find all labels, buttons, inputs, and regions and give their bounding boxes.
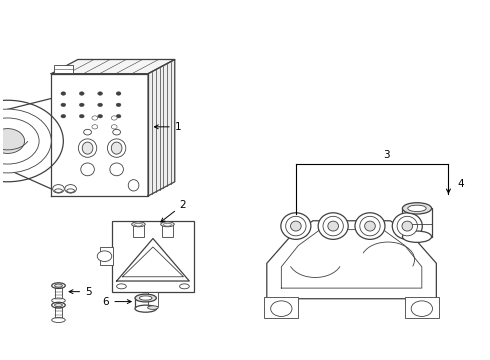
Circle shape <box>116 92 121 95</box>
Bar <box>148 292 158 306</box>
Ellipse shape <box>402 203 432 214</box>
Ellipse shape <box>52 318 65 323</box>
Bar <box>162 224 173 237</box>
Polygon shape <box>51 59 175 74</box>
Ellipse shape <box>54 303 62 307</box>
Ellipse shape <box>286 216 306 236</box>
Ellipse shape <box>147 306 158 309</box>
Circle shape <box>0 109 51 173</box>
Circle shape <box>270 301 292 316</box>
Ellipse shape <box>328 221 339 231</box>
Circle shape <box>97 251 112 261</box>
Polygon shape <box>148 59 175 196</box>
Circle shape <box>79 103 84 107</box>
Circle shape <box>111 116 117 120</box>
Ellipse shape <box>117 284 126 289</box>
Ellipse shape <box>132 222 145 227</box>
Ellipse shape <box>355 213 385 239</box>
Circle shape <box>65 185 76 193</box>
Ellipse shape <box>52 283 65 288</box>
Polygon shape <box>267 221 437 299</box>
Text: 2: 2 <box>161 200 186 222</box>
Circle shape <box>84 129 92 135</box>
Text: 4: 4 <box>457 179 464 189</box>
Circle shape <box>98 92 102 95</box>
Ellipse shape <box>82 142 93 154</box>
Bar <box>265 297 298 318</box>
Circle shape <box>53 185 64 193</box>
Ellipse shape <box>281 213 311 239</box>
Ellipse shape <box>81 163 95 176</box>
Circle shape <box>92 116 98 120</box>
Ellipse shape <box>161 222 174 227</box>
Text: 1: 1 <box>154 122 181 132</box>
Bar <box>55 285 62 301</box>
Circle shape <box>116 103 121 107</box>
Ellipse shape <box>402 231 432 242</box>
Ellipse shape <box>139 296 152 300</box>
Bar <box>135 297 156 309</box>
Circle shape <box>98 114 102 118</box>
Ellipse shape <box>164 223 171 226</box>
Ellipse shape <box>135 294 156 302</box>
Circle shape <box>0 129 24 153</box>
Bar <box>402 208 432 237</box>
Ellipse shape <box>78 139 97 157</box>
Circle shape <box>113 129 121 135</box>
Ellipse shape <box>52 298 65 303</box>
Ellipse shape <box>107 139 126 157</box>
Ellipse shape <box>135 223 142 226</box>
Ellipse shape <box>365 221 375 231</box>
Ellipse shape <box>408 205 426 212</box>
Ellipse shape <box>291 221 301 231</box>
Ellipse shape <box>180 284 189 289</box>
Circle shape <box>61 92 66 95</box>
Bar <box>53 65 73 73</box>
Circle shape <box>79 92 84 95</box>
Bar <box>99 247 113 265</box>
Text: 5: 5 <box>69 287 92 297</box>
Ellipse shape <box>323 216 343 236</box>
Ellipse shape <box>52 302 65 308</box>
Circle shape <box>92 125 98 129</box>
Ellipse shape <box>135 305 156 312</box>
Circle shape <box>116 114 121 118</box>
Circle shape <box>61 103 66 107</box>
Ellipse shape <box>128 180 139 191</box>
Ellipse shape <box>54 189 62 192</box>
Circle shape <box>79 114 84 118</box>
Ellipse shape <box>392 213 422 239</box>
Ellipse shape <box>110 163 123 176</box>
Circle shape <box>0 100 63 182</box>
Text: 6: 6 <box>103 297 131 307</box>
Ellipse shape <box>54 284 62 287</box>
Bar <box>133 224 144 237</box>
Ellipse shape <box>397 216 417 236</box>
Circle shape <box>411 301 433 316</box>
Ellipse shape <box>318 213 348 239</box>
Text: 3: 3 <box>383 150 390 160</box>
Circle shape <box>111 125 117 129</box>
Ellipse shape <box>360 216 380 236</box>
Ellipse shape <box>67 189 74 192</box>
Polygon shape <box>51 74 148 196</box>
Bar <box>55 305 62 320</box>
Polygon shape <box>117 238 189 281</box>
Circle shape <box>98 103 102 107</box>
Bar <box>405 297 439 318</box>
Ellipse shape <box>402 221 413 231</box>
Circle shape <box>0 118 39 164</box>
Bar <box>112 221 194 292</box>
Ellipse shape <box>111 142 122 154</box>
Circle shape <box>61 114 66 118</box>
